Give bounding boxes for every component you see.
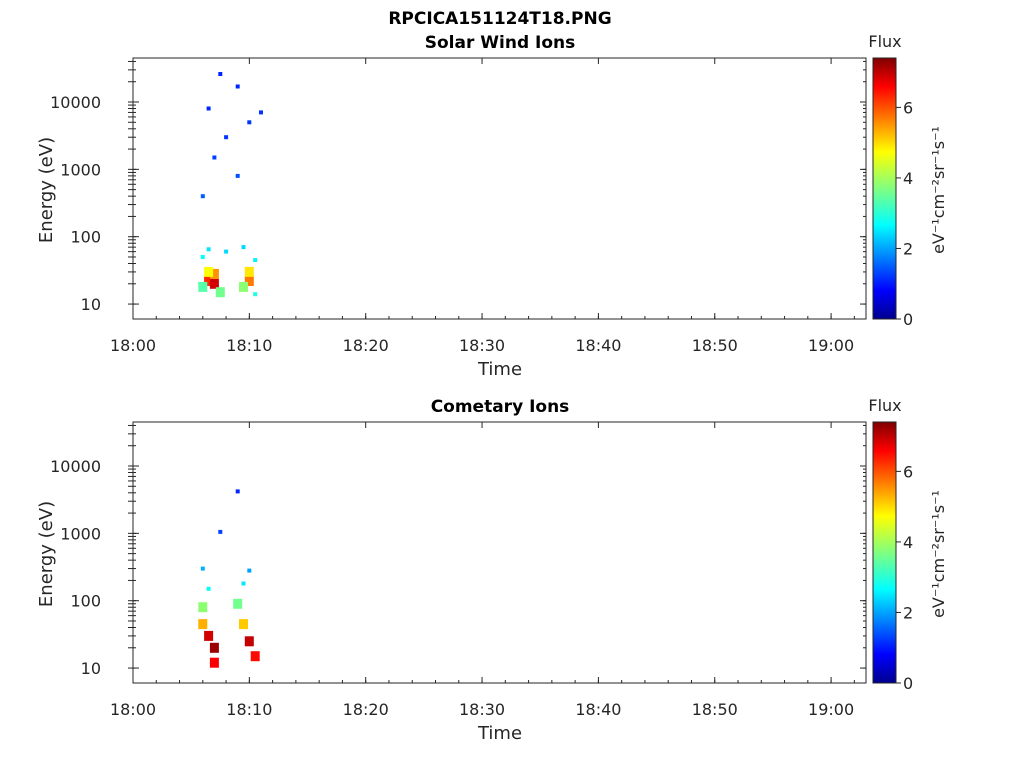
x-tick-label: 18:40 bbox=[575, 336, 621, 355]
colorbar-tick-label: 2 bbox=[903, 239, 913, 258]
colorbar-gradient bbox=[872, 421, 897, 684]
x-tick-label: 19:00 bbox=[808, 700, 854, 719]
colorbar: Flux 0 2 4 6 eV⁻¹cm⁻²sr⁻¹s⁻¹ bbox=[868, 396, 948, 693]
colorbar-ticks: 0 2 4 6 bbox=[896, 462, 913, 693]
heatmap-cell bbox=[247, 568, 252, 573]
y-axis: 10 100 1000 10000 bbox=[50, 60, 866, 314]
colorbar-title: Flux bbox=[868, 396, 901, 415]
colorbar-tick-label: 0 bbox=[903, 310, 913, 329]
heatmap-cell bbox=[241, 245, 246, 250]
colorbar-ticks: 0 2 4 6 bbox=[896, 98, 913, 329]
heatmap-cell bbox=[215, 287, 225, 298]
x-tick-label: 18:00 bbox=[110, 700, 156, 719]
heatmap-cell bbox=[209, 657, 219, 668]
heatmap-cell bbox=[198, 619, 208, 630]
x-tick-label: 18:00 bbox=[110, 336, 156, 355]
colorbar-tick-label: 6 bbox=[903, 98, 913, 117]
x-axis-label: Time bbox=[477, 723, 522, 744]
colorbar-tick-label: 4 bbox=[903, 533, 913, 552]
colorbar-tick-label: 0 bbox=[903, 674, 913, 693]
heatmap-cell bbox=[209, 278, 219, 289]
heatmap-cell bbox=[198, 281, 208, 292]
heatmap-cell bbox=[224, 135, 229, 140]
colorbar-title: Flux bbox=[868, 32, 901, 51]
heatmap-cell bbox=[204, 630, 214, 641]
heatmap-cell bbox=[212, 155, 217, 160]
heatmap-cell bbox=[200, 255, 205, 259]
x-tick-label: 18:50 bbox=[692, 700, 738, 719]
colorbar-unit: eV⁻¹cm⁻²sr⁻¹s⁻¹ bbox=[929, 490, 948, 618]
heatmap-cell bbox=[206, 586, 211, 591]
heatmap-cell bbox=[209, 642, 219, 653]
heatmap-cell bbox=[244, 276, 254, 286]
x-tick-label: 19:00 bbox=[808, 336, 854, 355]
heatmap-cell bbox=[259, 110, 263, 115]
colorbar-tick-label: 2 bbox=[903, 603, 913, 622]
figure-title: RPCICA151124T18.PNG bbox=[388, 9, 611, 29]
heatmap-cell bbox=[218, 529, 223, 534]
x-tick-label: 18:40 bbox=[575, 700, 621, 719]
x-tick-label: 18:10 bbox=[226, 336, 272, 355]
heatmap-cell bbox=[204, 266, 214, 277]
x-axis: 18:00 18:10 18:20 18:30 18:40 18:50 19:00 bbox=[110, 422, 855, 719]
x-axis: 18:00 18:10 18:20 18:30 18:40 18:50 19:00 bbox=[110, 58, 855, 355]
heatmap-cell bbox=[233, 598, 243, 609]
colorbar-tick-label: 6 bbox=[903, 462, 913, 481]
x-tick-label: 18:50 bbox=[692, 336, 738, 355]
y-axis-label: Energy (eV) bbox=[36, 137, 57, 243]
heatmap-cell bbox=[198, 602, 208, 613]
colorbar-tick-label: 4 bbox=[903, 169, 913, 188]
heatmap-cell bbox=[206, 247, 211, 252]
heatmap-cell bbox=[204, 276, 214, 286]
colorbar-unit: eV⁻¹cm⁻²sr⁻¹s⁻¹ bbox=[929, 126, 948, 254]
x-tick-label: 18:20 bbox=[343, 700, 389, 719]
heatmap-cell bbox=[244, 636, 254, 647]
heatmap-cell bbox=[244, 266, 254, 277]
panel-cometary-ions: Cometary Ions 18:00 18:10 18:20 18:30 18:40 1… bbox=[36, 396, 948, 744]
x-tick-label: 18:30 bbox=[459, 700, 505, 719]
panel-solar-wind-ions: Solar Wind Ions 18:00 18:10 18:20 18:30 18:4… bbox=[36, 32, 948, 380]
colorbar: Flux 0 2 4 6 eV⁻¹cm⁻²sr⁻¹s⁻¹ bbox=[868, 32, 948, 329]
heatmap-cell bbox=[253, 292, 258, 297]
heatmap-cell bbox=[218, 72, 223, 76]
heatmap-cell bbox=[235, 489, 240, 494]
heatmap-cell bbox=[209, 268, 219, 279]
heatmap-cells bbox=[198, 489, 260, 668]
heatmap-cell bbox=[239, 619, 248, 630]
x-tick-label: 18:10 bbox=[226, 700, 272, 719]
y-tick-label: 10000 bbox=[50, 457, 101, 476]
y-tick-label: 1000 bbox=[60, 160, 101, 179]
x-tick-label: 18:30 bbox=[459, 336, 505, 355]
panel-title: Cometary Ions bbox=[431, 397, 570, 417]
heatmap-cell bbox=[235, 173, 240, 178]
x-tick-label: 18:20 bbox=[343, 336, 389, 355]
heatmap-cell bbox=[253, 258, 258, 263]
heatmap-cell bbox=[239, 281, 248, 292]
y-tick-label: 10000 bbox=[50, 93, 101, 112]
heatmap-cell bbox=[224, 249, 229, 254]
y-tick-label: 1000 bbox=[60, 524, 101, 543]
panel-title: Solar Wind Ions bbox=[425, 33, 576, 53]
heatmap-cell bbox=[200, 566, 205, 571]
y-tick-label: 10 bbox=[81, 295, 101, 314]
y-axis: 10 100 1000 10000 bbox=[50, 424, 866, 678]
y-tick-label: 100 bbox=[70, 228, 101, 247]
heatmap-cell bbox=[247, 120, 252, 125]
y-axis-label: Energy (eV) bbox=[36, 501, 57, 607]
y-tick-label: 100 bbox=[70, 592, 101, 611]
y-tick-label: 10 bbox=[81, 659, 101, 678]
heatmap-cells bbox=[198, 72, 263, 298]
x-axis-label: Time bbox=[477, 359, 522, 380]
heatmap-cell bbox=[200, 194, 205, 199]
plot-area bbox=[132, 421, 867, 684]
heatmap-cell bbox=[235, 84, 240, 89]
colorbar-gradient bbox=[872, 57, 897, 320]
plot-area bbox=[132, 57, 867, 320]
heatmap-cell bbox=[206, 106, 211, 111]
heatmap-cell bbox=[241, 581, 246, 586]
heatmap-cell bbox=[250, 651, 260, 662]
